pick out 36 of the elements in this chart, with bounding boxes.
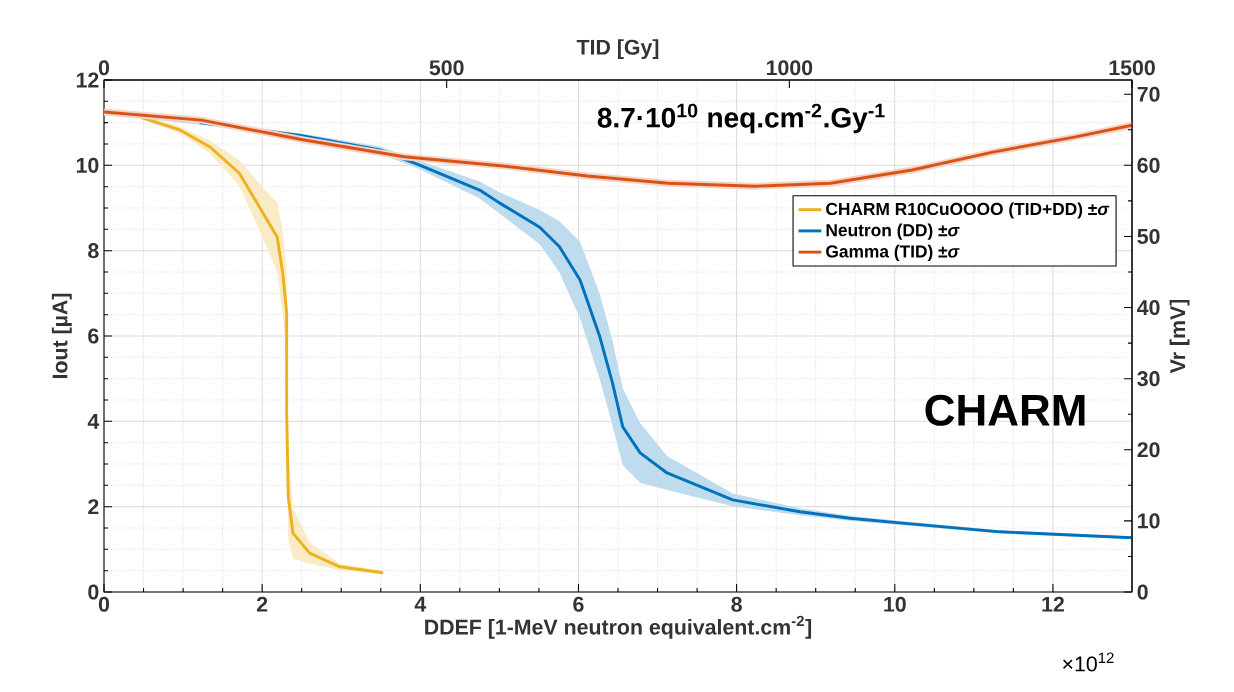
legend-label: Gamma (TID) ±σ [826,244,960,261]
y-tick-label: 12 [76,72,99,88]
x-axis-title: DDEF [1-MeV neutron equivalent.cm$^{-2}$] [425,615,812,639]
y2-axis-title: Vr [mV] [1169,299,1190,374]
y-tick-label: 0 [88,584,99,600]
y2-tick-label: 70 [1137,86,1160,102]
y2-tick-label: 40 [1137,300,1160,316]
x-tick-label: 4 [414,596,427,612]
y2-tick-label: 20 [1137,442,1160,458]
annotation: 8.7·10$^{10}$ neq.cm$^{-2}$.Gy$^{-1}$ [597,103,885,134]
y-tick-label: 4 [87,413,100,429]
y2-tick-label: 0 [1137,584,1148,600]
text: ×10$^{12}$ [1063,652,1114,672]
y-tick-label: 2 [88,499,99,515]
y-tick-label: 10 [76,157,99,173]
y-tick-label: 8 [88,243,99,259]
y-axis-title: Iout [µA] [51,293,72,379]
y2-tick-label: 10 [1138,513,1160,529]
x-tick-label: 12 [1042,596,1064,612]
y2-tick-label: 50 [1137,228,1160,244]
y-tick-label: 6 [88,328,99,344]
y2-tick-label: 60 [1137,157,1160,173]
annotation: CHARM [925,394,1085,426]
legend-label: Neutron (DD) ±σ [826,223,960,240]
x-tick-label: 0 [98,596,110,612]
x-tick-label: 6 [573,596,584,612]
x2-tick-label: 1000 [766,60,813,76]
x2-tick-label: 1500 [1109,60,1155,76]
x-tick-label: 2 [256,596,268,612]
legend-label: CHARM R10CuOOOO (TID+DD) ±σ [826,202,1110,219]
y2-tick-label: 30 [1137,371,1160,387]
x-tick-label: 10 [884,596,906,612]
x-tick-label: 8 [731,596,742,612]
x2-tick-label: 0 [98,60,110,76]
x2-axis-title: TID [Gy] [576,39,659,60]
x2-tick-label: 500 [429,60,464,76]
